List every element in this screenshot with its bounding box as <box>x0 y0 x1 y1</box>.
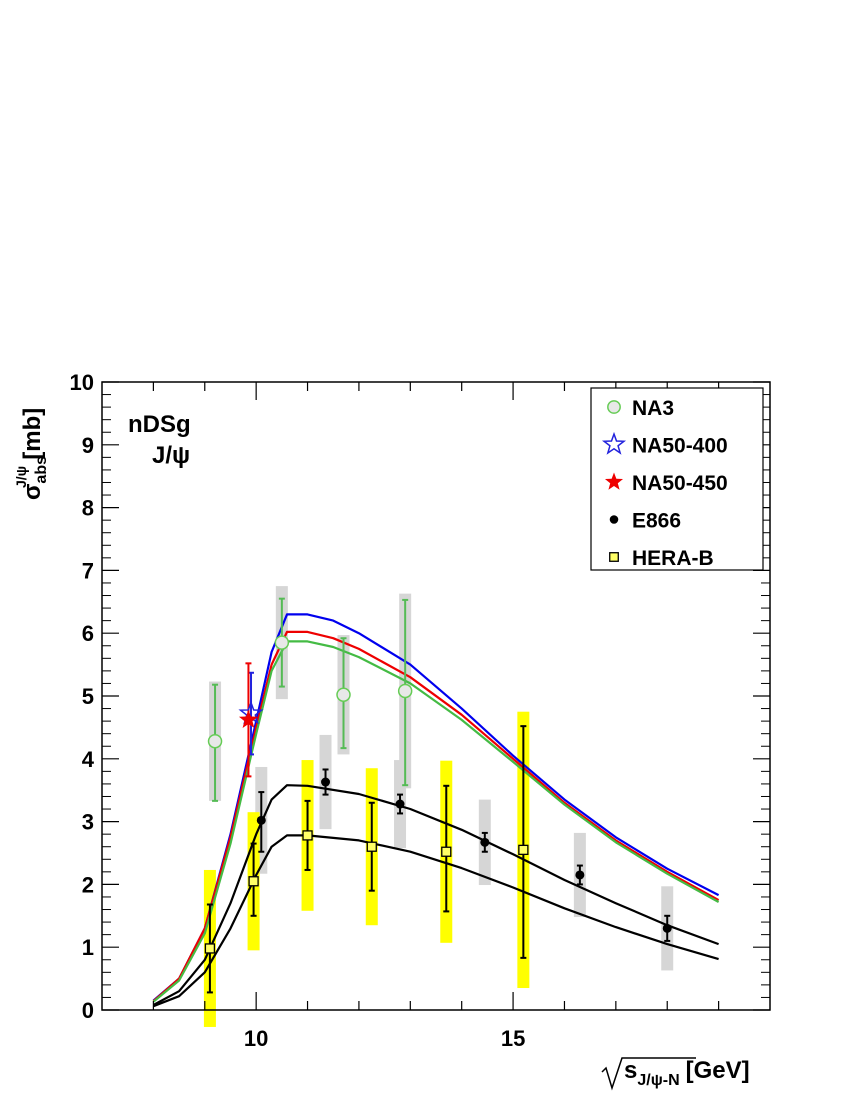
y-tick-label: 4 <box>82 747 95 772</box>
legend-label-na50-400: NA50-400 <box>632 435 728 458</box>
curve-na3-fit <box>152 640 720 1003</box>
fit-curves <box>152 613 720 1008</box>
legend-marker-na3 <box>607 400 621 414</box>
svg-text:sJ/ψ-N[GeV]: sJ/ψ-N [GeV] <box>624 1057 750 1089</box>
legend-marker-na50-450 <box>604 472 624 490</box>
y-tick-label: 3 <box>82 810 94 835</box>
y-tick-label: 5 <box>82 684 94 709</box>
marker-e866 <box>395 799 405 809</box>
y-axis-symbol: σ <box>19 484 46 500</box>
sqrt-symbol <box>601 1057 696 1091</box>
marker-e866 <box>480 837 490 847</box>
legend-label-na3: NA3 <box>632 397 674 420</box>
systematic-bands <box>203 586 674 1027</box>
y-axis-title: σabsJ/ψ [mb] <box>13 408 50 500</box>
x-axis-sub: J/ψ-N <box>637 1072 679 1089</box>
y-axis-unit: [mb] <box>19 408 46 460</box>
error-bar-hera-b <box>520 725 527 959</box>
marker-na3 <box>397 683 413 699</box>
y-tick-label: 2 <box>82 872 94 897</box>
legend-label-na50-450: NA50-450 <box>632 472 728 495</box>
y-tick-label: 8 <box>82 496 94 521</box>
y-tick-label: 1 <box>82 935 94 960</box>
curve-e866-fit <box>152 784 719 1006</box>
marker-e866 <box>575 870 585 880</box>
marker-hera-b <box>366 841 377 852</box>
tick-labels: 0 1 2 3 4 5 6 7 8 9 10 10 15 <box>70 370 526 1051</box>
legend-marker-na50-400 <box>601 431 627 455</box>
marker-hera-b <box>441 846 452 857</box>
legend-label-hera-b: HERA-B <box>632 547 714 570</box>
y-axis-sub: abs <box>33 456 50 484</box>
marker-na50-450 <box>238 709 258 728</box>
curve-hera-b-fit <box>153 834 719 1008</box>
curve-na50-450-fit <box>152 630 720 1003</box>
marker-na3 <box>336 687 351 702</box>
marker-na3 <box>274 635 290 650</box>
y-tick-label: 10 <box>70 370 94 395</box>
marker-na3 <box>207 733 223 749</box>
marker-hera-b <box>248 876 259 887</box>
marker-e866 <box>256 815 266 825</box>
legend: NA3 NA50-400 NA50-450 E866 HERA-B <box>590 387 764 571</box>
y-tick-label: 9 <box>82 433 94 458</box>
x-tick-label: 10 <box>244 1026 268 1051</box>
svg-text:σabsJ/ψ[mb]: σabsJ/ψ [mb] <box>13 408 50 500</box>
marker-e866 <box>662 923 672 933</box>
legend-marker-hera-b <box>609 552 619 562</box>
axis-ticks <box>102 381 770 1011</box>
legend-label-e866: E866 <box>632 510 681 533</box>
x-tick-label: 15 <box>501 1026 525 1051</box>
legend-marker-e866 <box>609 515 619 524</box>
y-axis-sup: J/ψ <box>13 466 29 488</box>
x-axis-title: sJ/ψ-N [GeV] <box>601 1057 750 1091</box>
x-axis-unit: [GeV] <box>686 1057 750 1084</box>
y-tick-label: 6 <box>82 621 94 646</box>
data-markers <box>204 635 672 954</box>
marker-e866 <box>321 777 331 787</box>
marker-hera-b <box>204 943 216 954</box>
x-axis-symbol: s <box>624 1057 637 1084</box>
y-tick-label: 0 <box>82 998 94 1023</box>
annotation-ndsg: nDSg <box>128 411 191 438</box>
y-tick-label: 7 <box>82 558 94 583</box>
marker-hera-b <box>302 830 313 841</box>
annotation-jpsi: J/ψ <box>152 442 190 469</box>
marker-hera-b <box>518 844 529 856</box>
